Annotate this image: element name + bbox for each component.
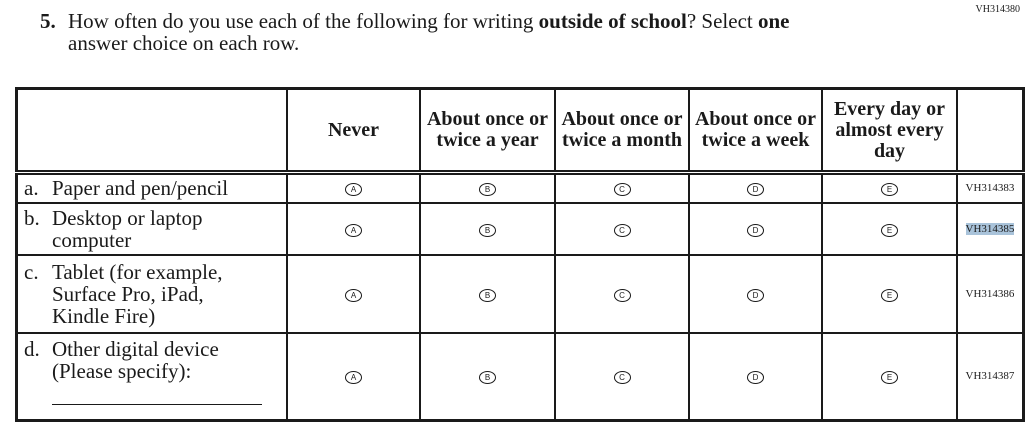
specify-input-line[interactable] — [52, 403, 262, 405]
answer-bubble-d[interactable]: D — [747, 371, 764, 385]
answer-bubble-c[interactable]: C — [613, 183, 631, 197]
question-text-part: How often do you use each of the followi… — [68, 9, 539, 33]
row-label: b. Desktop or laptop computer — [15, 201, 288, 256]
question-emphasis: outside of school — [538, 9, 687, 33]
table-row: c. Tablet (for example, Surface Pro, iPad… — [15, 253, 1025, 334]
header-yearly: About once or twice a year — [419, 87, 556, 175]
answer-bubble-d[interactable]: D — [747, 223, 764, 237]
row-text: Tablet (for example, Surface Pro, iPad, … — [52, 259, 223, 328]
row-text: Paper and pen/pencil — [52, 176, 229, 201]
row-letter: b. — [24, 205, 40, 230]
table-row: b. Desktop or laptop computer A B C D E V… — [15, 201, 1025, 256]
answer-bubble-c[interactable]: C — [613, 288, 631, 302]
answer-bubble-b[interactable]: B — [479, 288, 496, 302]
question-text-part: ? Select — [686, 9, 758, 33]
answer-bubble-c[interactable]: C — [613, 223, 631, 237]
answer-bubble-d[interactable]: D — [747, 183, 764, 197]
answer-bubble-a[interactable]: A — [345, 371, 362, 385]
question-id: VH314380 — [975, 4, 1020, 15]
header-never: Never — [286, 87, 421, 175]
row-label: d. Other digital device (Please specify): — [15, 331, 288, 422]
answer-bubble-b[interactable]: B — [479, 371, 496, 385]
question-number: 5. — [40, 9, 56, 33]
header-monthly: About once or twice a month — [554, 87, 690, 175]
item-code-highlighted: VH314385 — [965, 222, 1015, 235]
answer-bubble-e[interactable]: E — [881, 288, 898, 302]
header-blank — [15, 87, 288, 175]
row-text: Desktop or laptop computer — [52, 205, 203, 252]
row-label: c. Tablet (for example, Surface Pro, iPad… — [15, 253, 288, 334]
header-weekly: About once or twice a week — [688, 87, 823, 175]
answer-bubble-e[interactable]: E — [881, 371, 898, 385]
answer-bubble-d[interactable]: D — [747, 288, 764, 302]
header-daily: Every day or almost every day — [821, 87, 958, 175]
row-letter: c. — [24, 259, 39, 284]
answer-bubble-a[interactable]: A — [345, 183, 362, 197]
answer-bubble-a[interactable]: A — [345, 288, 362, 302]
table-row: a. Paper and pen/pencil A B C D E VH31438… — [15, 171, 1025, 204]
response-grid: Never About once or twice a year About o… — [15, 87, 1025, 422]
answer-bubble-b[interactable]: B — [479, 223, 496, 237]
item-code: VH314383 — [965, 182, 1015, 195]
row-letter: a. — [24, 176, 39, 201]
row-letter: d. — [24, 336, 40, 361]
question-line2: answer choice on each row. — [68, 31, 300, 55]
answer-bubble-e[interactable]: E — [881, 183, 898, 197]
question-text: 5. How often do you use each of the follo… — [40, 10, 920, 54]
item-code: VH314387 — [965, 370, 1015, 383]
answer-bubble-a[interactable]: A — [345, 223, 362, 237]
answer-bubble-e[interactable]: E — [881, 223, 898, 237]
answer-bubble-b[interactable]: B — [479, 183, 496, 197]
row-text: Other digital device (Please specify): — [52, 336, 219, 383]
row-label: a. Paper and pen/pencil — [15, 171, 288, 204]
question-emphasis: one — [757, 9, 790, 33]
table-row: d. Other digital device (Please specify):… — [15, 331, 1025, 422]
answer-bubble-c[interactable]: C — [613, 371, 631, 385]
item-code: VH314386 — [965, 287, 1015, 300]
header-code — [956, 87, 1025, 175]
